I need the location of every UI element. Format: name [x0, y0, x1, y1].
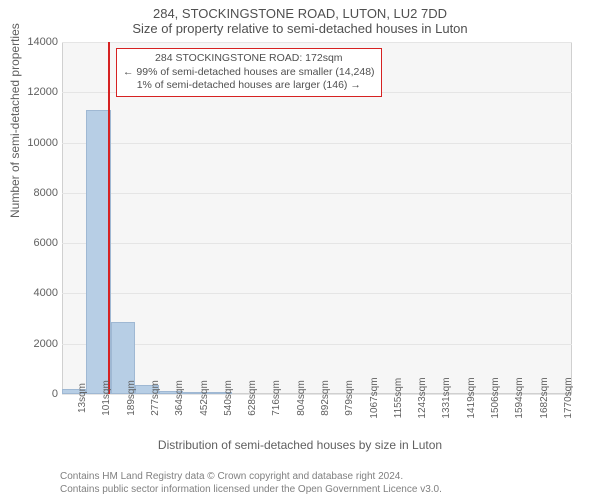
gridline [62, 193, 572, 194]
xtick-label: 1594sqm [514, 377, 525, 418]
gridline [62, 293, 572, 294]
xtick-label: 189sqm [126, 380, 137, 416]
gridline [62, 143, 572, 144]
xtick-label: 277sqm [150, 380, 161, 416]
xtick-label: 1155sqm [393, 378, 404, 418]
chart-title-main: 284, STOCKINGSTONE ROAD, LUTON, LU2 7DD [0, 0, 600, 21]
chart-title-sub: Size of property relative to semi-detach… [0, 21, 600, 36]
x-axis-label: Distribution of semi-detached houses by … [0, 438, 600, 452]
marker-line [108, 42, 110, 394]
xtick-label: 979sqm [344, 380, 355, 416]
xtick-label: 13sqm [77, 383, 88, 413]
chart-container: 284, STOCKINGSTONE ROAD, LUTON, LU2 7DD … [0, 0, 600, 500]
xtick-label: 1331sqm [441, 377, 452, 418]
gridline [62, 344, 572, 345]
xtick-label: 364sqm [174, 380, 185, 416]
xtick-label: 1770sqm [563, 377, 574, 418]
xtick-label: 892sqm [320, 380, 331, 416]
xtick-label: 1682sqm [539, 377, 550, 418]
footer-line2: Contains public sector information licen… [60, 483, 442, 496]
xtick-label: 452sqm [199, 380, 210, 416]
footer-line1: Contains HM Land Registry data © Crown c… [60, 470, 442, 483]
xtick-label: 716sqm [271, 380, 282, 416]
ytick-label: 8000 [18, 187, 58, 199]
ytick-label: 0 [18, 388, 58, 400]
xtick-label: 540sqm [223, 380, 234, 416]
ytick-label: 6000 [18, 237, 58, 249]
annotation-box: 284 STOCKINGSTONE ROAD: 172sqm ← 99% of … [116, 48, 382, 97]
annotation-line1: 284 STOCKINGSTONE ROAD: 172sqm [123, 52, 375, 66]
ytick-label: 10000 [18, 137, 58, 149]
gridline [62, 243, 572, 244]
footer-attribution: Contains HM Land Registry data © Crown c… [60, 470, 442, 496]
chart-plot-area: 0200040006000800010000120001400013sqm101… [62, 42, 572, 394]
ytick-label: 4000 [18, 287, 58, 299]
xtick-label: 628sqm [247, 380, 258, 416]
xtick-label: 101sqm [101, 380, 112, 416]
xtick-label: 1067sqm [369, 377, 380, 418]
gridline [62, 42, 572, 43]
xtick-label: 1419sqm [466, 377, 477, 418]
xtick-label: 1506sqm [490, 377, 501, 418]
ytick-label: 12000 [18, 86, 58, 98]
ytick-label: 2000 [18, 338, 58, 350]
xtick-label: 804sqm [296, 380, 307, 416]
annotation-line3: 1% of semi-detached houses are larger (1… [123, 79, 375, 93]
xtick-label: 1243sqm [417, 377, 428, 418]
annotation-line2: ← 99% of semi-detached houses are smalle… [123, 66, 375, 80]
ytick-label: 14000 [18, 36, 58, 48]
